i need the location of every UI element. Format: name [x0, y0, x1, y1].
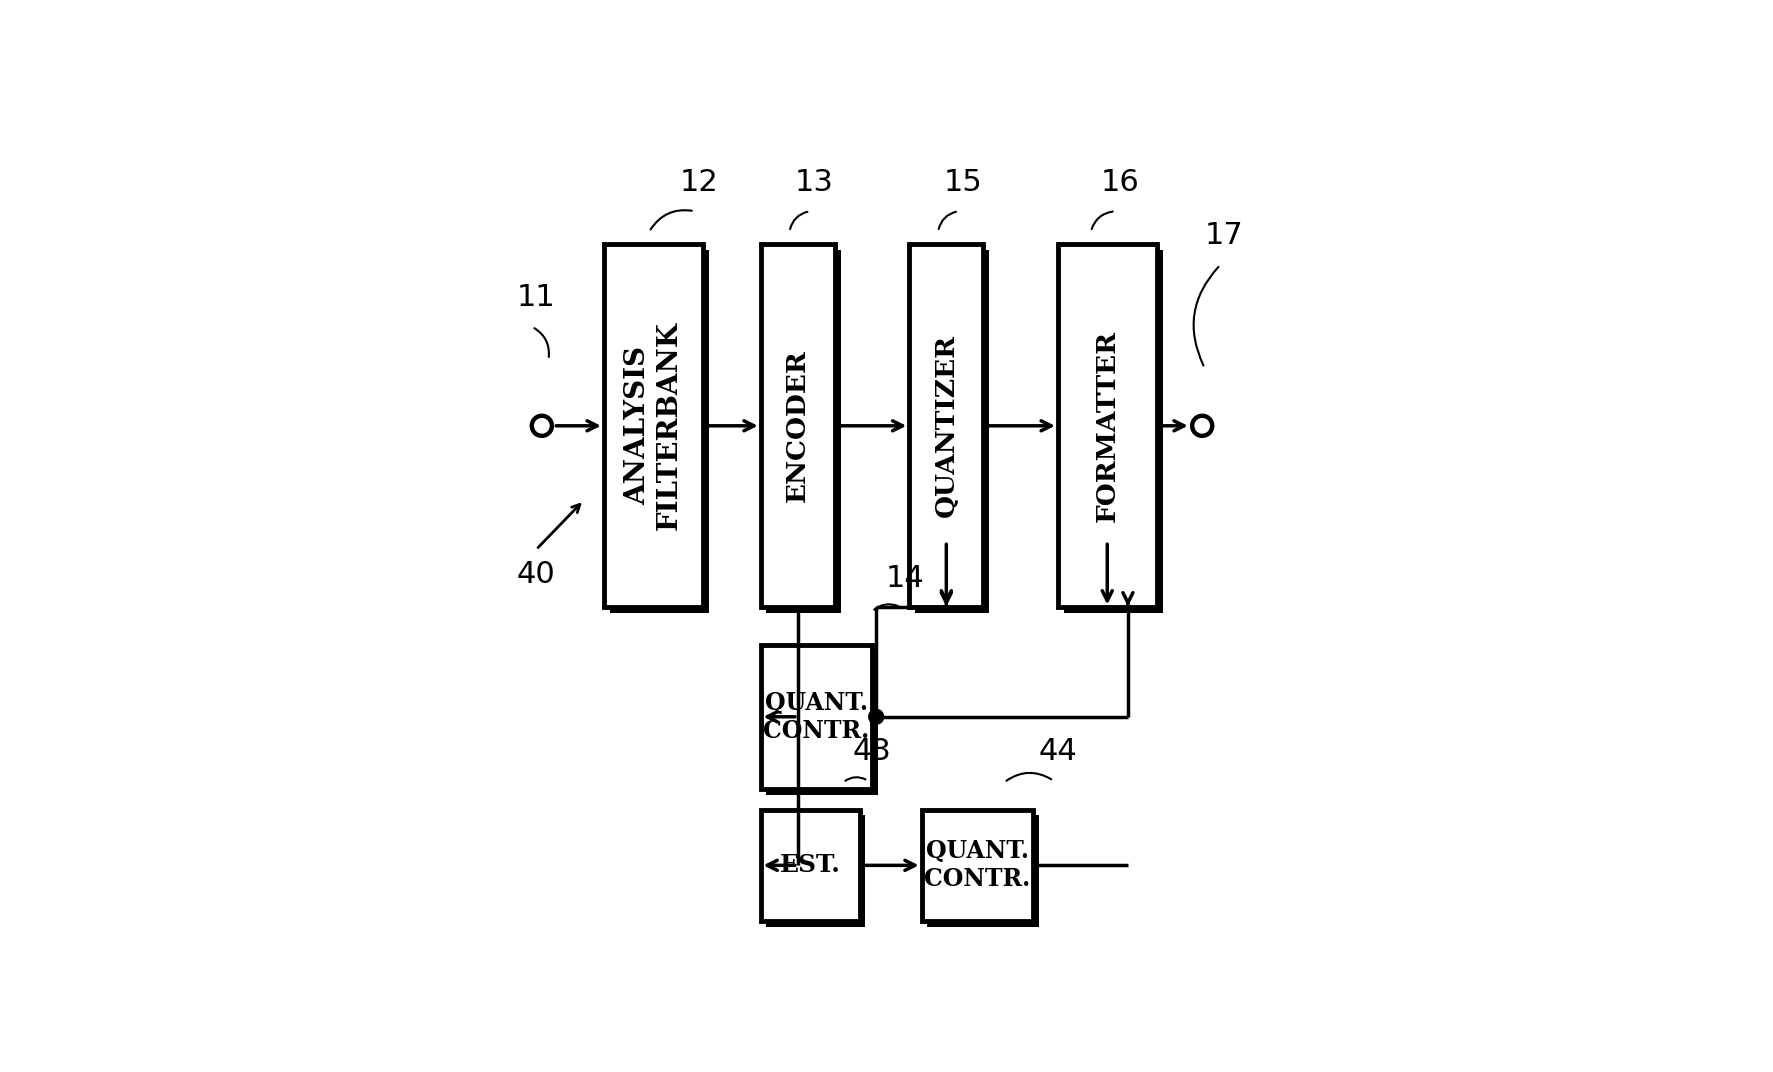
Circle shape	[869, 710, 883, 725]
Text: 15: 15	[943, 168, 982, 197]
Text: 13: 13	[794, 168, 833, 197]
Bar	[761, 809, 860, 921]
Text: QUANT.
CONTR.: QUANT. CONTR.	[762, 690, 869, 743]
Text: 14: 14	[885, 564, 924, 593]
Bar	[920, 809, 1032, 921]
Bar	[761, 244, 835, 608]
Circle shape	[1190, 414, 1213, 437]
Bar	[910, 244, 982, 608]
Circle shape	[534, 419, 548, 433]
Circle shape	[1195, 419, 1209, 433]
Bar	[915, 250, 989, 613]
Text: 16: 16	[1099, 168, 1138, 197]
Bar	[610, 250, 707, 613]
Circle shape	[530, 414, 553, 437]
Bar	[1057, 244, 1156, 608]
Bar	[766, 816, 865, 927]
Text: EST.: EST.	[780, 853, 840, 877]
Text: 17: 17	[1204, 222, 1243, 251]
Text: ANALYSIS
FILTERBANK: ANALYSIS FILTERBANK	[624, 322, 683, 531]
Text: 11: 11	[516, 283, 555, 312]
Bar	[603, 244, 702, 608]
Text: 43: 43	[853, 738, 892, 766]
Text: FORMATTER: FORMATTER	[1094, 330, 1119, 522]
Text: 12: 12	[679, 168, 718, 197]
Bar	[761, 644, 872, 789]
Text: QUANTIZER: QUANTIZER	[933, 334, 957, 518]
Bar	[766, 250, 840, 613]
Bar	[1064, 250, 1161, 613]
Text: 40: 40	[516, 560, 555, 589]
Bar	[766, 651, 878, 794]
Text: ENCODER: ENCODER	[785, 349, 810, 502]
Text: QUANT.
CONTR.: QUANT. CONTR.	[924, 839, 1030, 891]
Bar	[927, 816, 1039, 927]
Text: 44: 44	[1037, 738, 1076, 766]
